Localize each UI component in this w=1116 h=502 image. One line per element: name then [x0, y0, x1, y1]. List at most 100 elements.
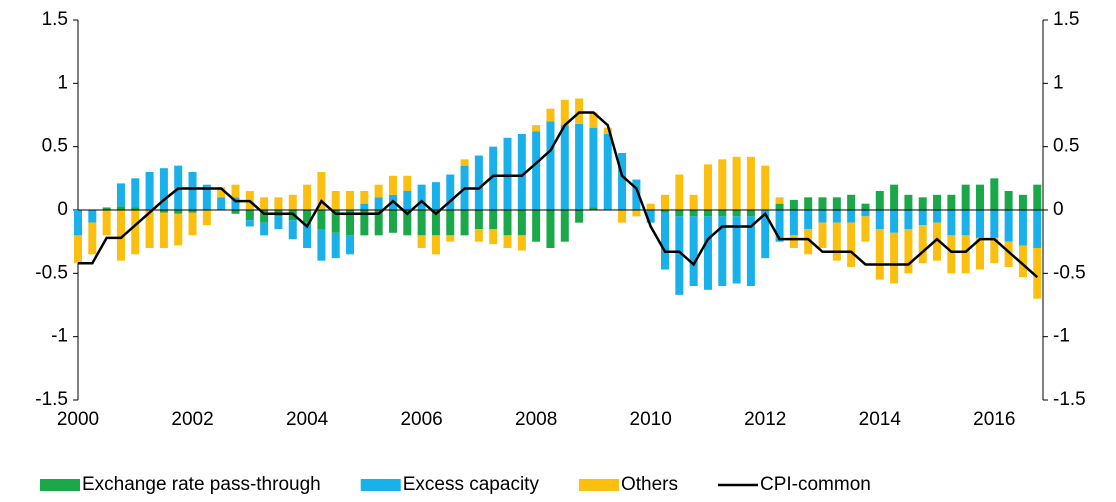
bar — [746, 216, 755, 286]
bar — [288, 220, 297, 240]
bar — [918, 210, 927, 226]
bar — [918, 197, 927, 210]
bar — [360, 210, 369, 236]
bar — [331, 232, 340, 259]
bar — [388, 210, 397, 233]
bar — [775, 203, 784, 210]
bar — [145, 172, 154, 210]
bar — [675, 210, 684, 217]
bar — [875, 229, 884, 280]
bar — [116, 210, 125, 261]
bar — [904, 194, 913, 210]
x-tick-label: 2010 — [630, 409, 672, 430]
bar — [689, 216, 698, 286]
bar — [503, 137, 512, 210]
bar — [918, 225, 927, 264]
bar — [904, 210, 913, 229]
bar — [374, 184, 383, 198]
bar — [489, 229, 498, 245]
bar — [718, 216, 727, 286]
bar — [746, 210, 755, 217]
bar — [360, 191, 369, 204]
bar — [116, 183, 125, 207]
bar — [188, 172, 197, 210]
x-tick-label: 2004 — [286, 409, 329, 430]
bar — [1004, 241, 1013, 267]
bar — [503, 210, 512, 236]
bar — [317, 229, 326, 261]
bar — [489, 146, 498, 210]
bar — [532, 131, 541, 210]
y-tick-label: -1.5 — [35, 389, 68, 410]
bar — [603, 127, 612, 134]
bar — [818, 222, 827, 248]
legend-label: CPI-common — [760, 474, 871, 495]
bar — [575, 123, 584, 210]
bar — [446, 235, 455, 242]
bar — [174, 210, 183, 214]
legend-swatch — [40, 479, 80, 491]
bar — [933, 222, 942, 261]
bar — [646, 210, 655, 223]
bar — [933, 210, 942, 223]
bar — [231, 197, 240, 210]
bar — [675, 216, 684, 295]
bar — [890, 232, 899, 284]
x-tick-label: 2016 — [973, 409, 1015, 430]
legend-label: Excess capacity — [403, 474, 540, 495]
bar — [761, 165, 770, 210]
bar — [1018, 210, 1027, 246]
bar — [961, 184, 970, 210]
bar — [231, 210, 240, 214]
x-tick-label: 2012 — [744, 409, 786, 430]
bar — [346, 235, 355, 255]
bar — [546, 108, 555, 122]
bar — [560, 210, 569, 242]
bar — [474, 210, 483, 229]
bar — [976, 237, 985, 270]
bar — [131, 207, 140, 210]
bar — [689, 210, 698, 217]
bar — [689, 194, 698, 210]
bar — [718, 210, 727, 217]
bar — [1033, 184, 1042, 210]
bar — [532, 125, 541, 132]
bar — [245, 210, 254, 221]
bar — [403, 175, 412, 191]
bar — [102, 207, 111, 210]
bar — [202, 184, 211, 210]
bar — [303, 184, 312, 210]
bar — [933, 194, 942, 210]
bar — [804, 197, 813, 210]
bar — [346, 191, 355, 210]
bar — [603, 134, 612, 210]
bar — [1004, 210, 1013, 242]
bar — [818, 210, 827, 223]
bar — [589, 112, 598, 128]
bar — [331, 191, 340, 210]
bar — [446, 174, 455, 210]
bar — [374, 197, 383, 210]
bar — [632, 210, 641, 217]
bar — [317, 172, 326, 210]
bar — [861, 210, 870, 217]
bar — [145, 210, 154, 248]
bar — [976, 210, 985, 238]
bar — [346, 210, 355, 236]
bar — [832, 222, 841, 261]
bar — [618, 210, 627, 223]
bar — [260, 222, 269, 236]
bar — [546, 210, 555, 248]
y2-tick-label: 1.5 — [1053, 9, 1079, 30]
bar — [804, 210, 813, 229]
bar — [274, 197, 283, 210]
bar — [231, 184, 240, 198]
bar — [589, 127, 598, 208]
bar — [1033, 248, 1042, 299]
bar — [503, 235, 512, 248]
bar — [517, 134, 526, 210]
bar — [832, 210, 841, 223]
bar — [274, 216, 283, 229]
bar — [217, 197, 226, 210]
